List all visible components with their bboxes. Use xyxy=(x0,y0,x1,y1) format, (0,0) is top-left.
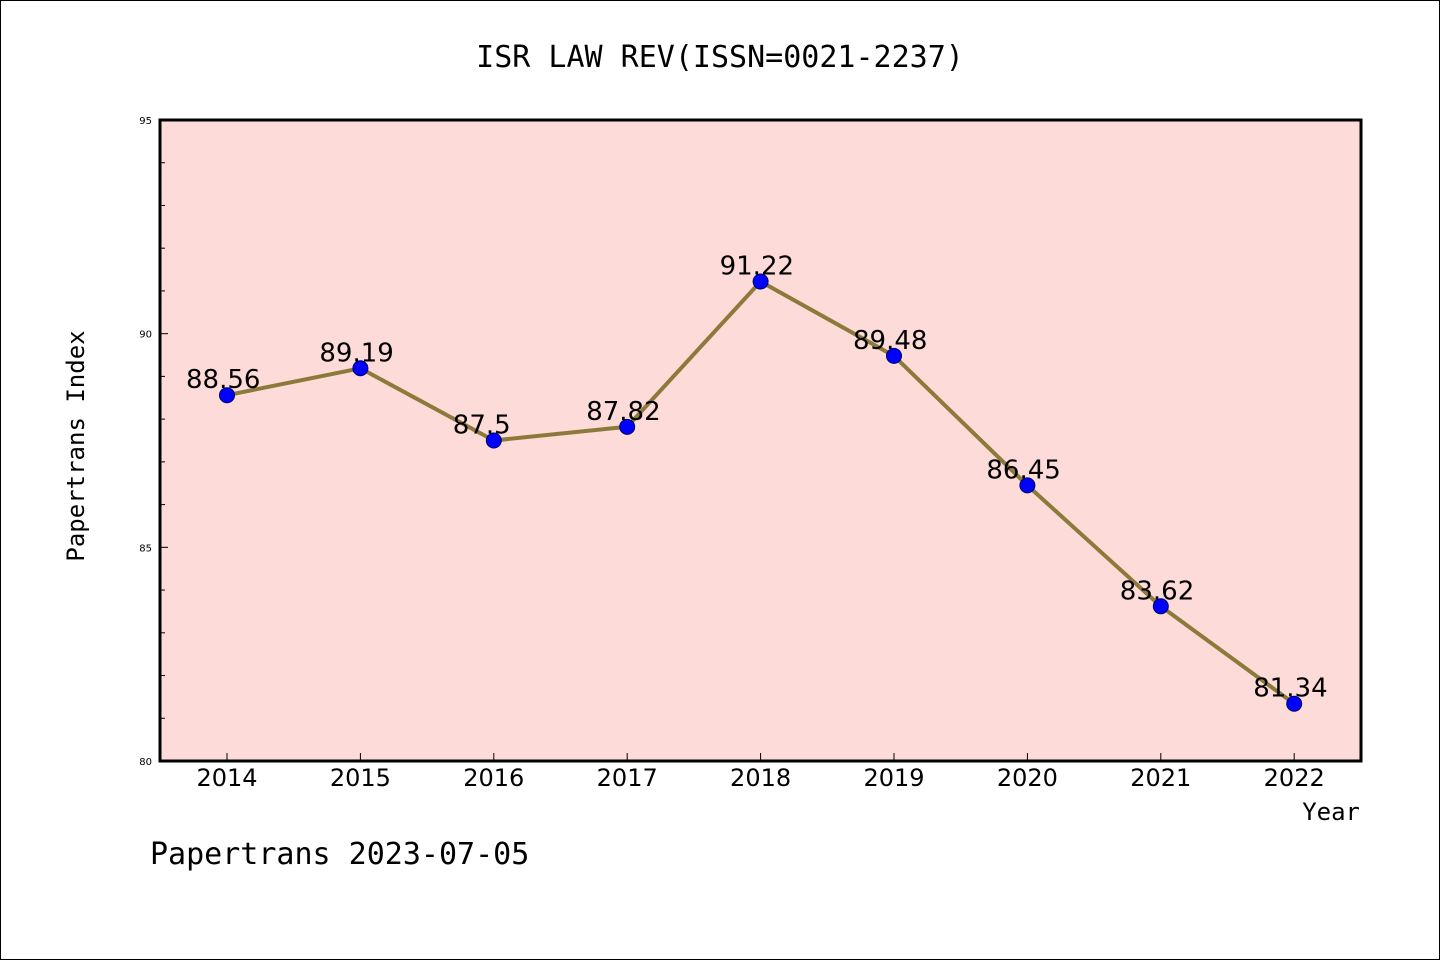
data-point-marker xyxy=(619,418,636,435)
x-tick-label: 2022 xyxy=(1264,764,1325,792)
data-point-marker xyxy=(1152,598,1169,615)
data-label: 88.56 xyxy=(186,365,260,395)
data-label: 89.19 xyxy=(319,338,393,368)
data-label: 89.48 xyxy=(853,326,927,356)
data-point-marker xyxy=(219,387,235,404)
plot-area xyxy=(160,120,1361,761)
data-point-marker xyxy=(886,347,902,364)
x-tick-label: 2017 xyxy=(597,764,658,792)
x-tick-label: 2021 xyxy=(1130,764,1191,792)
data-label: 83.62 xyxy=(1120,576,1194,606)
data-point-marker xyxy=(485,432,502,449)
x-tick-label: 2020 xyxy=(997,764,1058,792)
data-label: 91.22 xyxy=(720,252,794,282)
x-tick-label: 2016 xyxy=(463,764,524,792)
data-label: 87.82 xyxy=(586,397,660,427)
x-tick-label: 2018 xyxy=(730,764,791,792)
data-point-marker xyxy=(1286,695,1303,712)
y-tick-label: 85 xyxy=(139,543,152,554)
data-markers xyxy=(219,273,1303,712)
chart-title: ISR LAW REV(ISSN=0021-2237) xyxy=(476,40,964,75)
plot-border xyxy=(158,118,1363,763)
x-tick-label: 2019 xyxy=(863,764,924,792)
data-labels: 88.56 89.19 87.5 87.82 91.22 89.48 86.45 83.62 8… xyxy=(186,252,1328,704)
y-axis-label: Papertrans Index xyxy=(62,330,90,561)
data-label: 81.34 xyxy=(1253,674,1327,704)
y-tick-label: 95 xyxy=(139,116,152,127)
y-tick-label: 90 xyxy=(139,330,152,341)
footer-text: Papertrans 2023-07-05 xyxy=(150,837,529,872)
data-label: 86.45 xyxy=(986,455,1060,485)
x-tick-label: 2014 xyxy=(196,764,257,792)
data-label: 87.5 xyxy=(453,411,511,441)
x-tick-label: 2015 xyxy=(330,764,391,792)
y-tick-label: 80 xyxy=(139,757,152,768)
x-axis-label: Year xyxy=(1302,798,1360,826)
data-point-marker xyxy=(1019,477,1036,494)
x-axis-ticks: 2014 2015 2016 2017 2018 2019 2020 2021 2022 xyxy=(196,753,1325,792)
data-point-marker xyxy=(752,273,769,290)
data-point-marker xyxy=(352,360,369,377)
